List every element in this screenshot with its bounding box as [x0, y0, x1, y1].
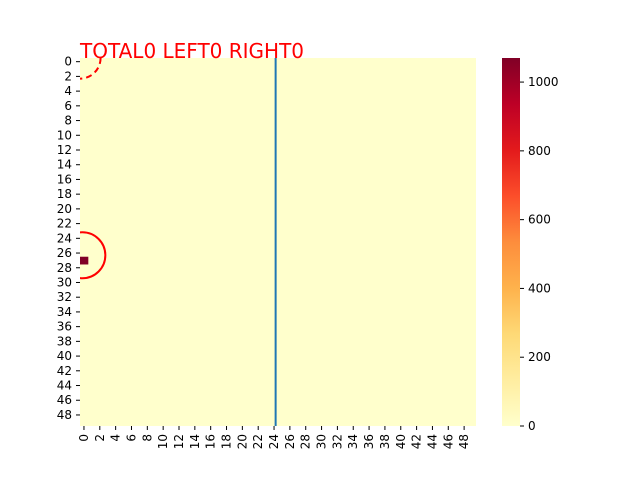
y-tick-label: 28	[57, 261, 72, 275]
x-tick-label: 18	[220, 434, 234, 449]
colorbar-tick-label: 200	[528, 350, 551, 364]
y-tick-label: 24	[57, 231, 72, 245]
y-tick-label: 0	[64, 55, 72, 69]
y-tick-label: 18	[57, 187, 72, 201]
x-tick-label: 34	[346, 434, 360, 449]
y-tick-label: 48	[57, 408, 72, 422]
x-tick-label: 44	[425, 434, 439, 449]
y-tick-label: 44	[57, 379, 72, 393]
x-tick-label: 48	[457, 434, 471, 449]
y-tick-label: 8	[64, 114, 72, 128]
x-axis: 0 2 4 6 8 10 12 14 16 18 20 22 24 26 28 30 32 34 36 38 40 42 4…	[77, 426, 471, 449]
y-tick-label: 42	[57, 364, 72, 378]
x-tick-label: 42	[410, 434, 424, 449]
y-tick-label: 12	[57, 143, 72, 157]
heatmap-cell	[80, 256, 89, 265]
heatmap-area	[80, 58, 476, 426]
x-tick-label: 28	[299, 434, 313, 449]
x-tick-label: 12	[172, 434, 186, 449]
y-tick-label: 4	[64, 84, 72, 98]
y-tick-label: 32	[57, 290, 72, 304]
x-tick-label: 38	[378, 434, 392, 449]
y-tick-label: 20	[57, 202, 72, 216]
colorbar-gradient	[502, 58, 520, 426]
y-tick-label: 2	[64, 69, 72, 83]
y-tick-label: 38	[57, 334, 72, 348]
y-tick-label: 40	[57, 349, 72, 363]
y-axis: 0246810121416182022242628303234363840424…	[57, 55, 80, 422]
colorbar-tick-label: 800	[528, 144, 551, 158]
annotation-layer	[80, 58, 277, 426]
solid-arc-annotation	[80, 231, 107, 280]
x-tick-label: 40	[394, 434, 408, 449]
colorbar-tick-label: 0	[528, 419, 536, 433]
y-tick-label: 22	[57, 217, 72, 231]
y-tick-label: 6	[64, 99, 72, 113]
x-tick-label: 30	[315, 434, 329, 449]
x-tick-label: 22	[251, 434, 265, 449]
colorbar: 0 200 400 600 800 1000	[502, 58, 559, 433]
y-tick-label: 30	[57, 275, 72, 289]
colorbar-tick-label: 600	[528, 213, 551, 227]
x-tick-label: 36	[362, 434, 376, 449]
heatmap-background	[80, 58, 476, 426]
colorbar-tick-label: 1000	[528, 75, 559, 89]
colorbar-tick-label: 400	[528, 281, 551, 295]
x-tick-label: 20	[235, 434, 249, 449]
x-tick-label: 0	[77, 434, 91, 442]
y-tick-label: 46	[57, 393, 72, 407]
x-tick-label: 32	[330, 434, 344, 449]
y-tick-label: 16	[57, 172, 72, 186]
y-tick-label: 36	[57, 320, 72, 334]
x-tick-label: 8	[140, 434, 154, 442]
x-tick-label: 24	[267, 434, 281, 449]
x-tick-label: 14	[188, 434, 202, 449]
x-tick-label: 26	[283, 434, 297, 449]
y-tick-label: 14	[57, 158, 72, 172]
x-tick-label: 16	[204, 434, 218, 449]
y-tick-label: 10	[57, 128, 72, 142]
x-tick-label: 10	[156, 434, 170, 449]
chart-title: TOTAL0 LEFT0 RIGHT0	[79, 39, 304, 63]
y-tick-label: 34	[57, 305, 72, 319]
y-tick-label: 26	[57, 246, 72, 260]
x-tick-label: 4	[109, 434, 123, 442]
x-tick-label: 46	[441, 434, 455, 449]
x-tick-label: 6	[124, 434, 138, 442]
x-tick-label: 2	[93, 434, 107, 442]
